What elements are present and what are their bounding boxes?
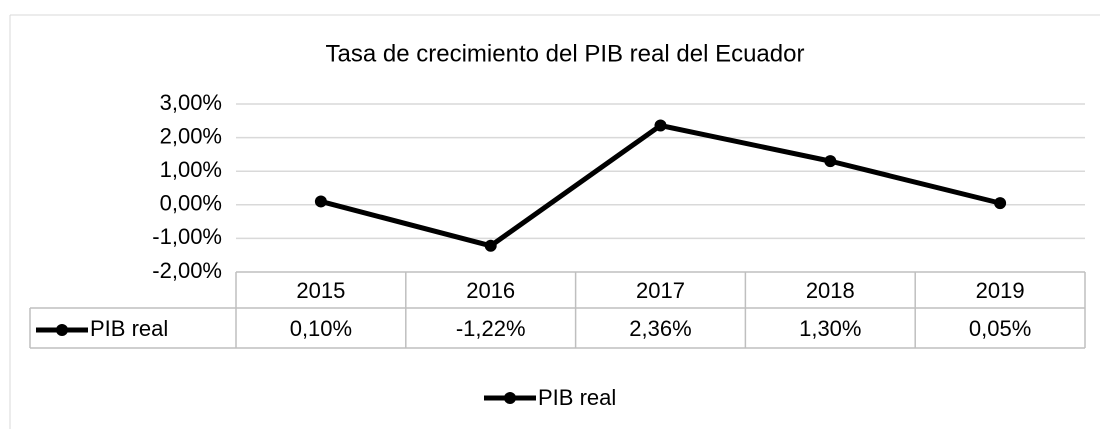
data-point <box>994 197 1007 210</box>
table-series-name: PIB real <box>90 316 168 341</box>
legend-marker <box>504 392 516 404</box>
data-point <box>484 239 497 252</box>
table-value: 0,05% <box>969 316 1031 341</box>
table-value: 2,36% <box>629 316 691 341</box>
legend-marker <box>56 324 68 336</box>
table-value: 0,10% <box>290 316 352 341</box>
data-line <box>320 123 1001 249</box>
chart-title: Tasa de crecimiento del PIB real del Ecu… <box>326 40 805 67</box>
x-tick-label: 2015 <box>296 278 345 303</box>
table-value: 1,30% <box>799 316 861 341</box>
y-tick-label: -1,00% <box>152 224 222 249</box>
data-point <box>654 119 667 132</box>
y-tick-label: 3,00% <box>160 90 222 115</box>
y-tick-label: -2,00% <box>152 258 222 283</box>
data-point <box>314 195 327 208</box>
table-value: -1,22% <box>456 316 526 341</box>
y-tick-label: 2,00% <box>160 123 222 148</box>
y-tick-label: 0,00% <box>160 191 222 216</box>
x-tick-label: 2017 <box>636 278 685 303</box>
legend-label: PIB real <box>538 385 616 410</box>
x-tick-label: 2016 <box>466 278 515 303</box>
data-point <box>824 155 837 168</box>
y-tick-label: 1,00% <box>160 157 222 182</box>
x-tick-label: 2019 <box>976 278 1025 303</box>
x-tick-label: 2018 <box>806 278 855 303</box>
